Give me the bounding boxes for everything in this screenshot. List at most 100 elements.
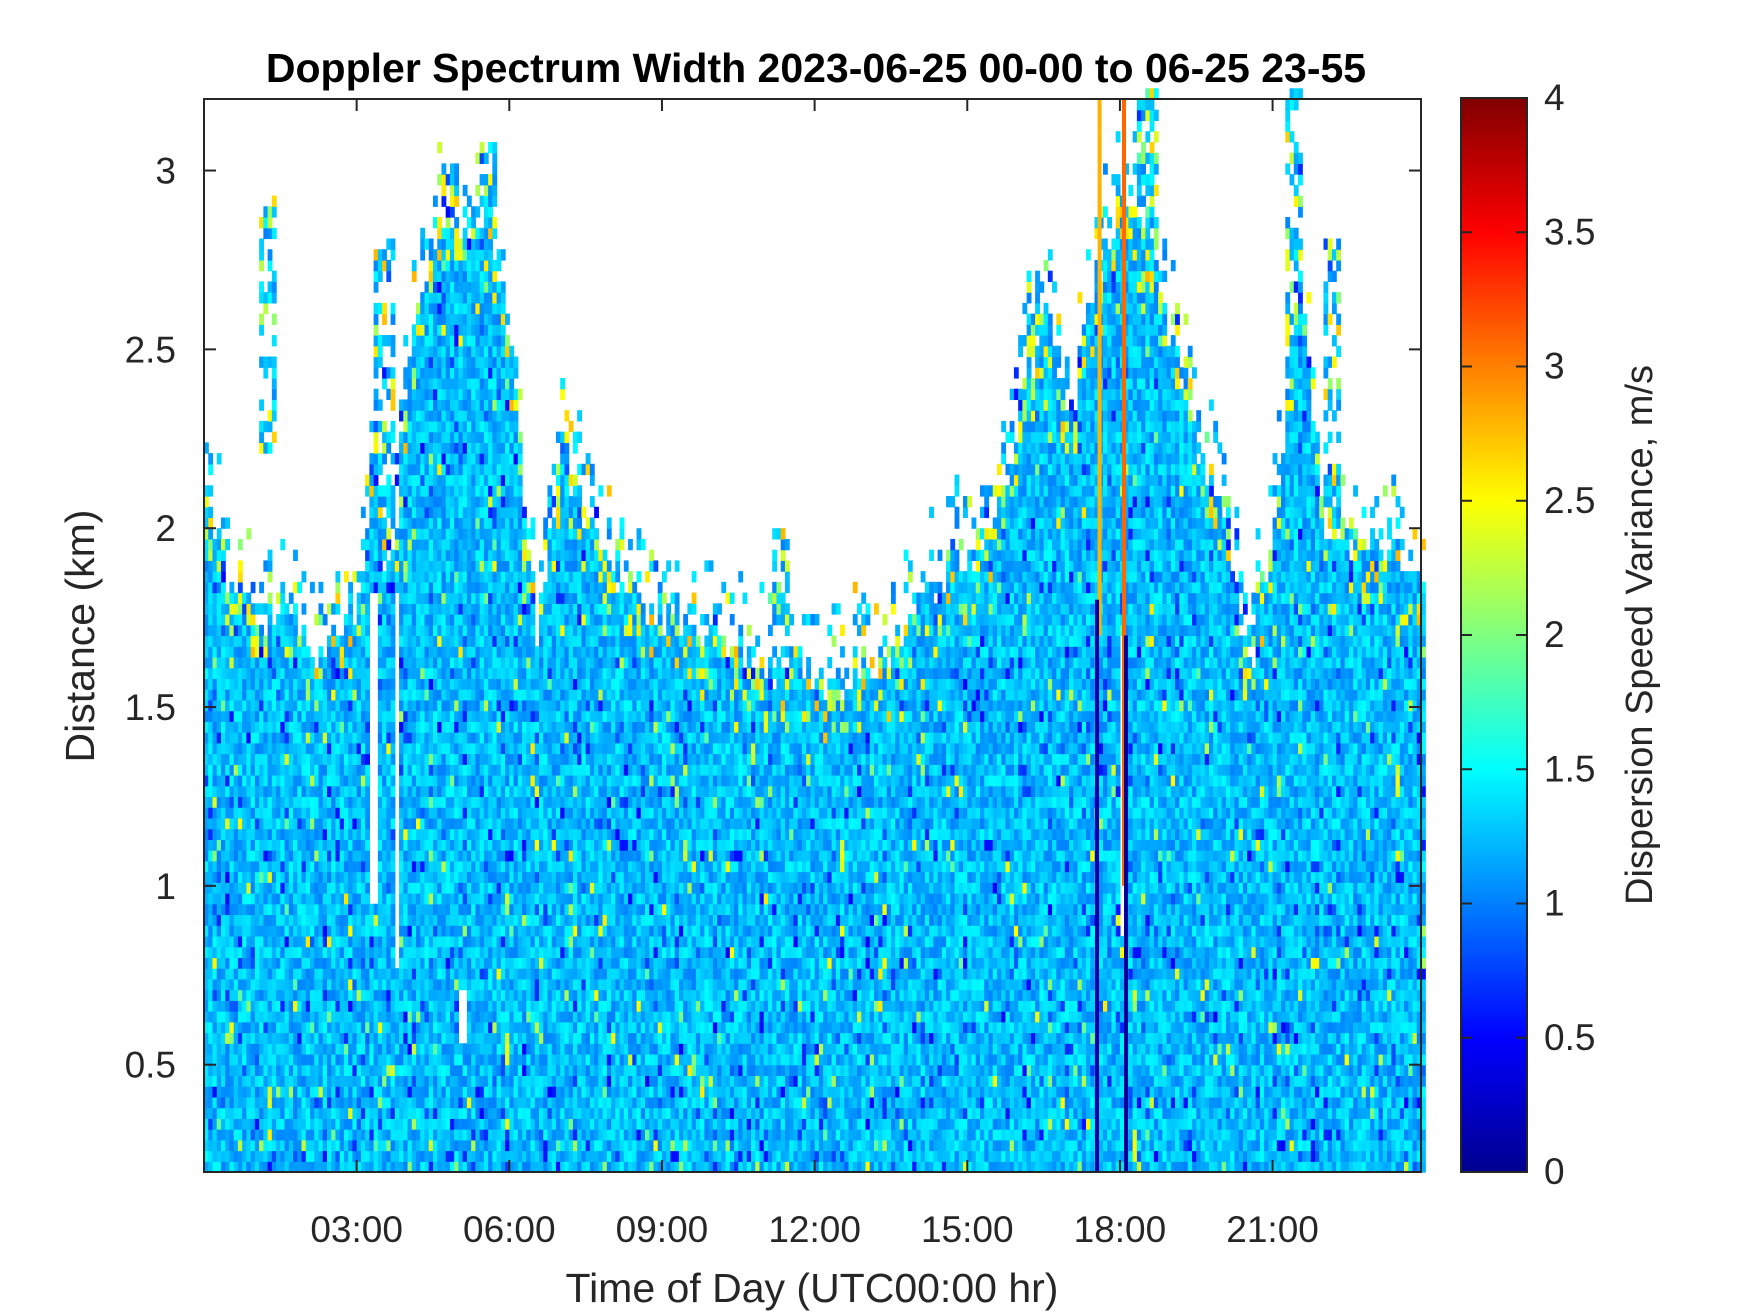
- heatmap-cell: [449, 195, 455, 207]
- heatmap-cell: [220, 1075, 226, 1087]
- heatmap-cell: [293, 871, 298, 883]
- heatmap-cell: [365, 839, 370, 851]
- heatmap-cell: [335, 935, 341, 948]
- heatmap-cell: [416, 560, 421, 572]
- heatmap-cell: [445, 603, 451, 615]
- heatmap-cell: [407, 538, 413, 551]
- heatmap-cell: [301, 742, 307, 755]
- heatmap-cell: [411, 796, 417, 808]
- heatmap-cell: [293, 989, 298, 1001]
- heatmap-cell: [437, 442, 443, 454]
- heatmap-cell: [352, 860, 358, 873]
- heatmap-cell: [386, 474, 392, 486]
- heatmap-cell: [369, 528, 375, 540]
- heatmap-cell: [301, 839, 307, 851]
- heatmap-cell: [466, 249, 472, 261]
- heatmap-cell: [411, 925, 417, 937]
- heatmap-cell: [360, 946, 366, 958]
- heatmap-cell: [441, 506, 447, 519]
- heatmap-cell: [386, 581, 392, 594]
- heatmap-cell: [352, 1129, 358, 1141]
- heatmap-cell: [297, 1129, 303, 1141]
- heatmap-cell: [479, 1129, 485, 1141]
- heatmap-cell: [343, 1043, 349, 1055]
- heatmap-cell: [220, 817, 226, 830]
- heatmap-cell: [399, 978, 404, 991]
- heatmap-cell: [496, 721, 502, 733]
- heatmap-cell: [356, 807, 362, 819]
- heatmap-cell: [458, 925, 464, 937]
- heatmap-cell: [259, 796, 264, 808]
- heatmap-cell: [428, 968, 434, 980]
- heatmap-cell: [437, 1064, 443, 1077]
- heatmap-cell: [208, 1021, 214, 1034]
- heatmap-cell: [301, 1043, 307, 1055]
- heatmap-cell: [216, 882, 222, 894]
- heatmap-cell: [335, 914, 341, 926]
- heatmap-cell: [208, 1032, 214, 1044]
- heatmap-cell: [432, 581, 438, 594]
- heatmap-cell: [339, 935, 345, 948]
- heatmap-cell: [420, 699, 426, 712]
- heatmap-cell: [500, 485, 506, 497]
- heatmap-cell: [454, 989, 460, 1001]
- heatmap-cell: [428, 474, 434, 486]
- heatmap-cell: [462, 914, 468, 926]
- heatmap-cell: [505, 946, 510, 958]
- heatmap-cell: [492, 453, 498, 465]
- heatmap-cell: [237, 817, 243, 830]
- heatmap-cell: [424, 850, 430, 862]
- heatmap-cell: [263, 1000, 269, 1012]
- heatmap-cell: [322, 860, 328, 873]
- heatmap-cell: [500, 335, 506, 347]
- heatmap-cell: [284, 1118, 290, 1130]
- heatmap-cell: [331, 721, 337, 733]
- heatmap-cell: [225, 624, 231, 637]
- heatmap-cell: [382, 764, 387, 776]
- heatmap-cell: [424, 571, 430, 583]
- heatmap-cell: [220, 1139, 226, 1152]
- heatmap-cell: [445, 732, 451, 744]
- heatmap-cell: [428, 463, 434, 476]
- heatmap-cell: [471, 699, 476, 712]
- heatmap-cell: [390, 238, 396, 250]
- heatmap-cell: [424, 1161, 430, 1173]
- heatmap-cell: [445, 742, 451, 755]
- heatmap-cell: [318, 1064, 324, 1077]
- heatmap-cell: [394, 1032, 400, 1044]
- heatmap-cell: [356, 699, 362, 712]
- heatmap-cell: [432, 903, 438, 916]
- heatmap-cell: [411, 324, 417, 336]
- heatmap-cell: [416, 732, 421, 744]
- heatmap-cell: [250, 925, 256, 937]
- heatmap-cell: [462, 689, 468, 701]
- heatmap-cell: [466, 1053, 472, 1066]
- heatmap-cell: [326, 893, 332, 905]
- heatmap-cell: [475, 1064, 481, 1077]
- heatmap-cell: [505, 914, 510, 926]
- heatmap-cell: [458, 1086, 464, 1098]
- heatmap-cell: [407, 689, 413, 701]
- heatmap-cell: [475, 914, 481, 926]
- heatmap-cell: [471, 442, 476, 454]
- heatmap-cell: [488, 721, 493, 733]
- heatmap-cell: [204, 968, 209, 980]
- heatmap-cell: [483, 1107, 489, 1119]
- heatmap-cell: [454, 517, 460, 529]
- heatmap-cell: [496, 957, 502, 969]
- heatmap-cell: [411, 850, 417, 862]
- heatmap-cell: [466, 1043, 472, 1055]
- heatmap-cell: [254, 914, 260, 926]
- heatmap-cell: [449, 420, 455, 433]
- heatmap-cell: [479, 742, 485, 755]
- heatmap-cell: [420, 1064, 426, 1077]
- heatmap-cell: [432, 420, 438, 433]
- heatmap-cell: [411, 538, 417, 551]
- heatmap-cell: [416, 925, 421, 937]
- heatmap-cell: [411, 1043, 417, 1055]
- heatmap-cell: [254, 925, 260, 937]
- heatmap-cell: [225, 603, 231, 615]
- heatmap-cell: [259, 903, 264, 916]
- heatmap-cell: [411, 699, 417, 712]
- heatmap-cell: [208, 764, 214, 776]
